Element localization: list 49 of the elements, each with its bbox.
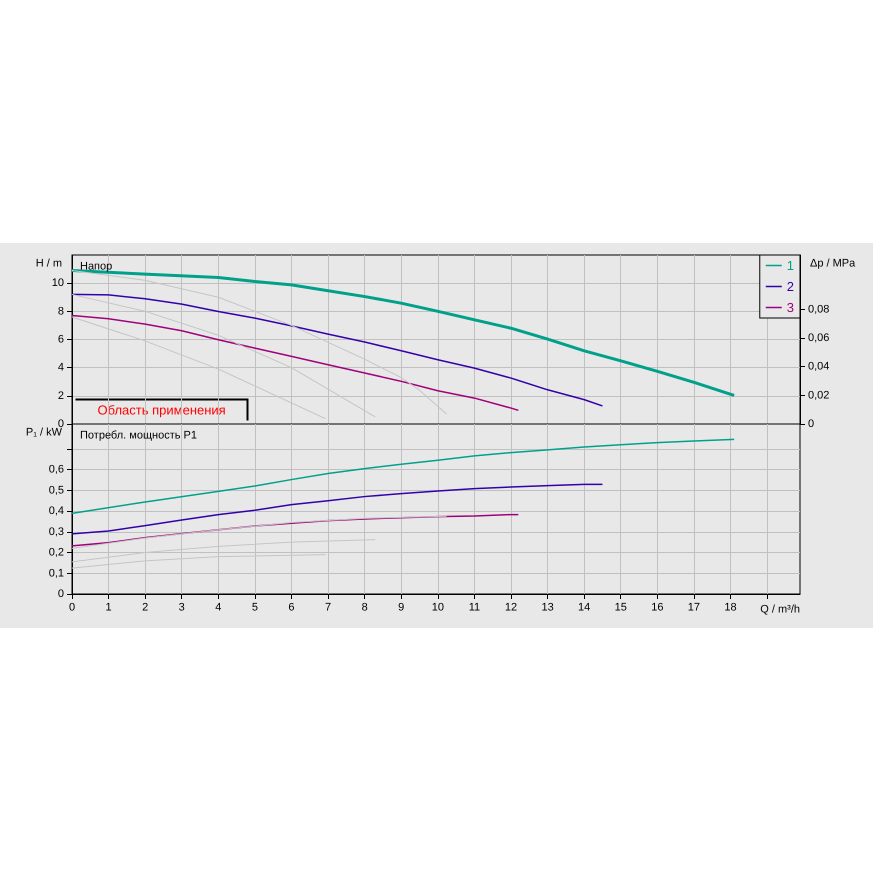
x-tick-label: 3: [178, 602, 185, 614]
x-tick-label: 0: [68, 602, 76, 614]
annotation: Потребл. мощность P1: [80, 430, 197, 442]
legend-label: 3: [786, 300, 794, 315]
legend-label: 2: [786, 279, 794, 294]
y2-tick-label: 0,04: [808, 360, 830, 373]
y-tick-label: 0,3: [48, 526, 64, 538]
y-tick-label: 0,2: [48, 546, 64, 559]
y2-tick-label: 0,08: [808, 303, 830, 316]
x-tick-label: 10: [432, 602, 444, 614]
x-tick-label: 11: [468, 602, 480, 614]
y2-tick-label: 0: [808, 418, 814, 430]
x-tick-label: 13: [541, 602, 554, 614]
annotation: Напор: [80, 260, 112, 272]
y-axis-title: P₁ / kW: [26, 426, 63, 438]
line-series: [71, 514, 520, 547]
x-axis-title: Q / m³/h: [760, 604, 800, 616]
line-series: [71, 484, 604, 535]
x-tick-label: 18: [724, 602, 737, 614]
x-tick-label: 9: [398, 602, 404, 614]
x-tick-label: 1: [106, 602, 112, 614]
y-tick-label: 0,4: [48, 505, 64, 518]
y-tick-label: 8: [58, 305, 64, 318]
x-tick-label: 7: [325, 602, 332, 614]
x-tick-label: 8: [362, 602, 368, 614]
legend-label: 1: [786, 258, 794, 273]
y-tick-label: 0,1: [48, 567, 64, 580]
y2-axis-title: Δp / MPa: [810, 258, 856, 270]
y2-tick-label: 0,06: [808, 332, 830, 344]
y2-tick-label: 0,02: [808, 389, 830, 402]
y-tick-label: 4: [58, 362, 64, 374]
annotation: Область применения: [98, 402, 226, 418]
y-tick-label: 6: [58, 334, 64, 346]
x-tick-label: 16: [651, 602, 664, 614]
y-tick-label: 0: [58, 588, 64, 600]
y-tick-label: 10: [52, 277, 64, 290]
y-tick-label: 0,6: [48, 464, 64, 476]
y-tick-label: 2: [58, 390, 64, 402]
x-tick-label: 2: [142, 602, 148, 614]
x-tick-label: 12: [504, 602, 518, 614]
x-tick-label: 6: [288, 602, 295, 614]
x-tick-label: 17: [688, 602, 700, 614]
y-axis-title: H / m: [36, 258, 62, 270]
line-series: [71, 294, 604, 407]
x-tick-label: 15: [614, 602, 627, 614]
x-tick-label: 14: [578, 602, 590, 614]
x-tick-label: 4: [215, 602, 222, 614]
x-tick-label: 5: [252, 602, 258, 614]
y-tick-label: 0,5: [48, 484, 64, 496]
